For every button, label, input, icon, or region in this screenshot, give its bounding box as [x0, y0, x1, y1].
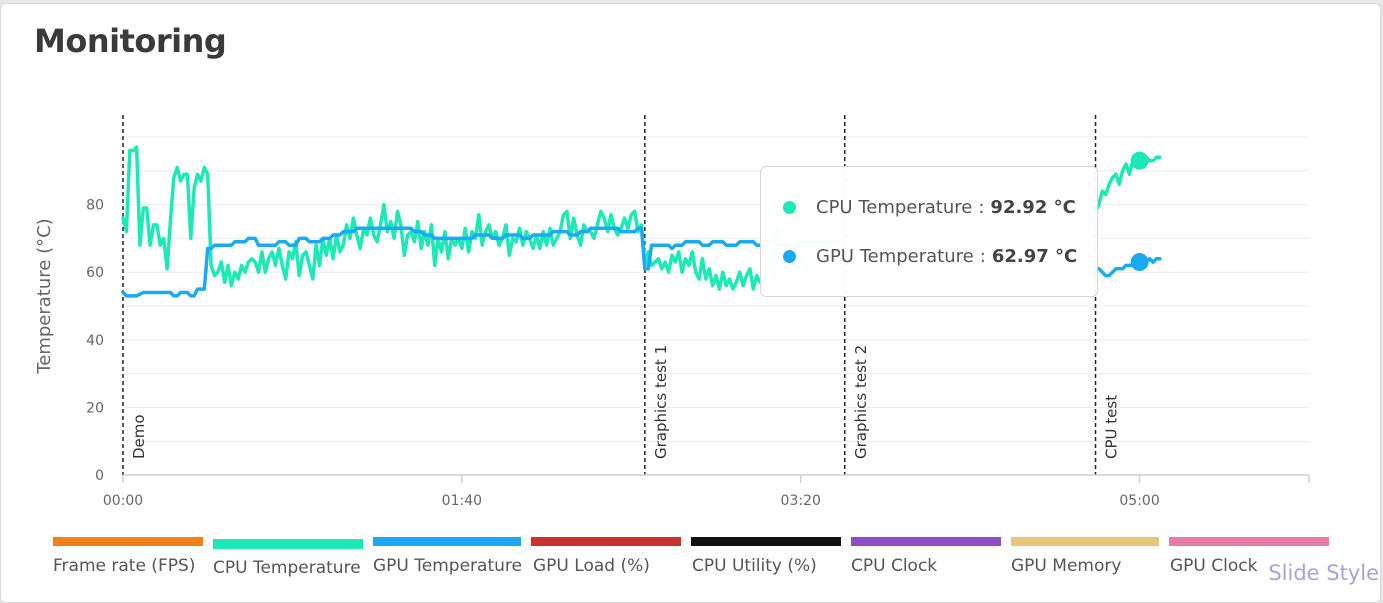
watermark: Slide Style — [1268, 561, 1379, 585]
tooltip-series-name: CPU Temperature — [816, 197, 973, 218]
legend-label: Frame rate (FPS) — [53, 556, 196, 576]
legend-swatch — [213, 539, 363, 549]
legend-swatch — [53, 537, 203, 546]
x-tick-label: 05:00 — [1119, 493, 1159, 509]
test-marker-label: Graphics test 2 — [852, 345, 870, 459]
legend-label: GPU Temperature — [373, 556, 522, 576]
y-tick-label: 80 — [86, 198, 104, 214]
legend-swatch — [1169, 537, 1329, 546]
tooltip-value: 92.92 °C — [990, 197, 1076, 218]
monitoring-card — [0, 3, 1381, 603]
series-line — [121, 145, 810, 291]
legend-label: CPU Utility (%) — [692, 556, 817, 576]
legend-swatch — [373, 537, 521, 546]
legend-label: GPU Load (%) — [533, 556, 650, 576]
hover-tooltip: CPU Temperature : 92.92 °C GPU Temperatu… — [760, 166, 1098, 297]
tooltip-row-gpu: GPU Temperature : 62.97 °C — [783, 246, 1077, 267]
axes: 00:00 01:40 03:20 05:00 0 20 40 60 80 — [86, 198, 1310, 509]
tooltip-value: 62.97 °C — [991, 246, 1078, 267]
test-marker-label: CPU test — [1103, 395, 1121, 459]
tooltip-separator: : — [978, 197, 985, 218]
tooltip-series-name: GPU Temperature — [816, 246, 974, 267]
test-marker-label: Graphics test 1 — [652, 345, 670, 459]
legend-label: GPU Memory — [1011, 556, 1122, 576]
chart-legend: Frame rate (FPS) CPU Temperature GPU Tem… — [0, 536, 1383, 592]
hover-point — [1130, 151, 1149, 170]
gpu-series-dot-icon — [783, 250, 796, 263]
grid — [123, 136, 1309, 442]
legend-label: CPU Clock — [851, 556, 938, 576]
tooltip-separator: : — [979, 246, 986, 267]
legend-swatch — [851, 537, 1001, 546]
page-title: Monitoring — [34, 22, 227, 60]
legend-swatch — [1011, 537, 1159, 546]
hover-point — [1130, 253, 1149, 272]
y-tick-label: 0 — [95, 468, 104, 484]
legend-swatch — [691, 537, 841, 546]
legend-label: CPU Temperature — [213, 558, 361, 578]
x-tick-label: 01:40 — [442, 493, 482, 509]
legend-swatch — [531, 537, 681, 546]
test-marker-label: Demo — [130, 414, 148, 459]
x-tick-label: 00:00 — [103, 493, 143, 509]
y-tick-label: 60 — [86, 265, 104, 281]
series-lines — [121, 145, 1162, 298]
cpu-series-dot-icon — [783, 201, 796, 214]
series-line — [121, 226, 840, 298]
series-line — [1090, 256, 1162, 278]
tooltip-row-cpu: CPU Temperature : 92.92 °C — [783, 197, 1076, 218]
legend-label: GPU Clock — [1170, 556, 1258, 576]
x-tick-label: 03:20 — [781, 493, 821, 509]
series-line — [1090, 155, 1162, 224]
y-axis-label: Temperature (°C) — [34, 218, 55, 374]
y-tick-label: 40 — [86, 333, 104, 349]
y-tick-label: 20 — [86, 400, 104, 416]
